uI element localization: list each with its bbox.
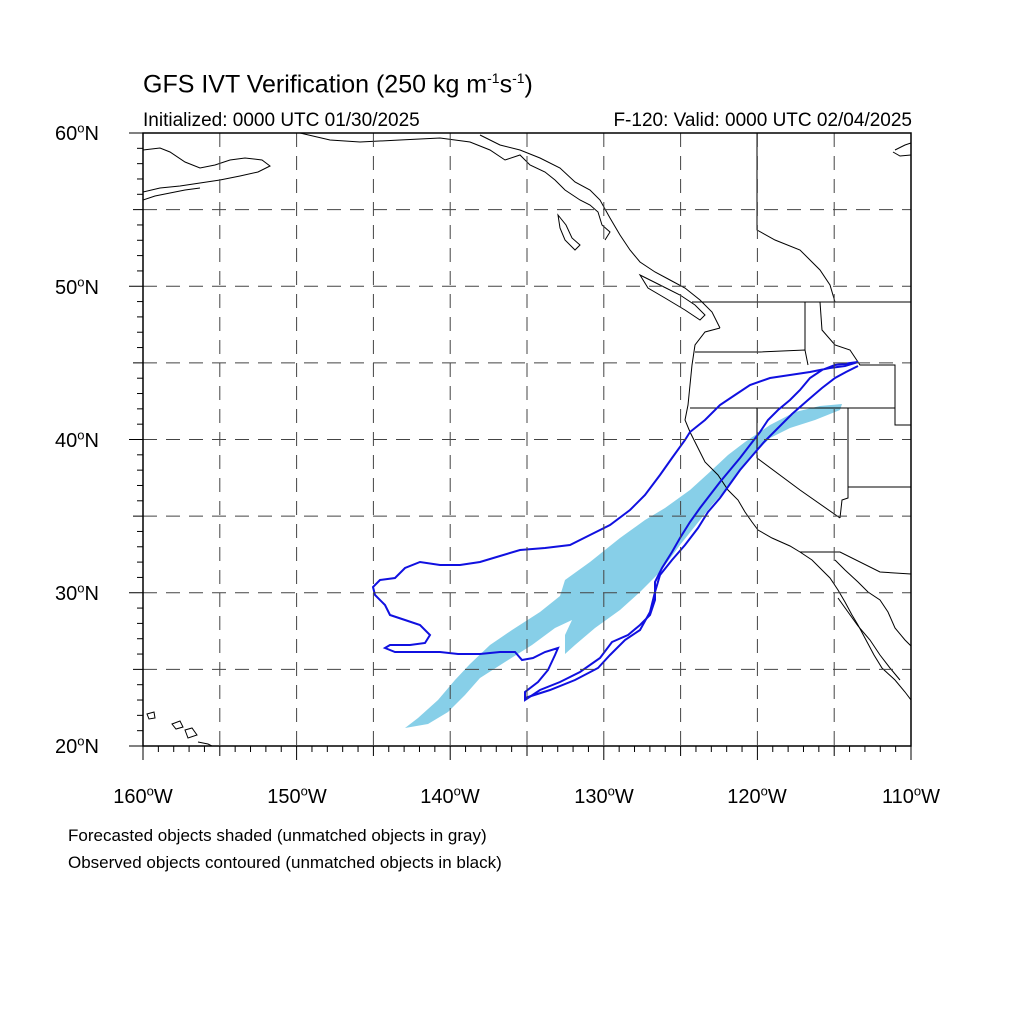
border-id [804, 301, 896, 408]
coastline-baja-inner [837, 597, 901, 681]
coastline-bc-islands [557, 213, 581, 251]
chart-title: GFS IVT Verification (250 kg m-1s-1) [143, 70, 533, 99]
lon-label-160w: 160oW [113, 783, 173, 808]
lat-label-20n: 20oN [55, 733, 99, 758]
lon-label-120w: 120oW [727, 783, 787, 808]
border-mt [756, 133, 836, 303]
forecast-object-shading [405, 404, 842, 728]
observed-object-contour [371, 361, 859, 702]
footnote-observed: Observed objects contoured (unmatched ob… [68, 853, 502, 872]
footnote-forecast: Forecasted objects shaded (unmatched obj… [68, 826, 487, 845]
lon-label-130w: 130oW [574, 783, 634, 808]
coastline-alaska-panhandle [479, 134, 721, 329]
border-ca-or [690, 407, 911, 426]
border-us-mexico [800, 551, 911, 575]
lat-label-30n: 30oN [55, 580, 99, 605]
border-or-wa [695, 349, 809, 366]
coastline-northeast [892, 142, 911, 157]
lon-label-150w: 150oW [267, 783, 327, 808]
lat-label-50n: 50oN [55, 274, 99, 299]
coastline-us-west [684, 327, 911, 701]
coastline-vancouver-island [638, 273, 706, 321]
lat-label-40n: 40oN [55, 427, 99, 452]
lat-label-60n: 60oN [55, 120, 99, 145]
coastline-baja-gulf [834, 559, 911, 647]
lon-label-110w: 110oW [881, 783, 941, 808]
lon-label-140w: 140oW [420, 783, 480, 808]
coastline-alaska-west-2 [143, 187, 201, 201]
coastline-alaska-west [143, 147, 271, 193]
init-time-label: Initialized: 0000 UTC 01/30/2025 [143, 110, 420, 131]
coastline-alaska-south [299, 133, 611, 241]
border-nv-az [839, 408, 849, 519]
observed-object-inner-contour [524, 365, 859, 699]
valid-time-label: F-120: Valid: 0000 UTC 02/04/2025 [613, 110, 912, 131]
coastline-hawaii [146, 711, 214, 746]
